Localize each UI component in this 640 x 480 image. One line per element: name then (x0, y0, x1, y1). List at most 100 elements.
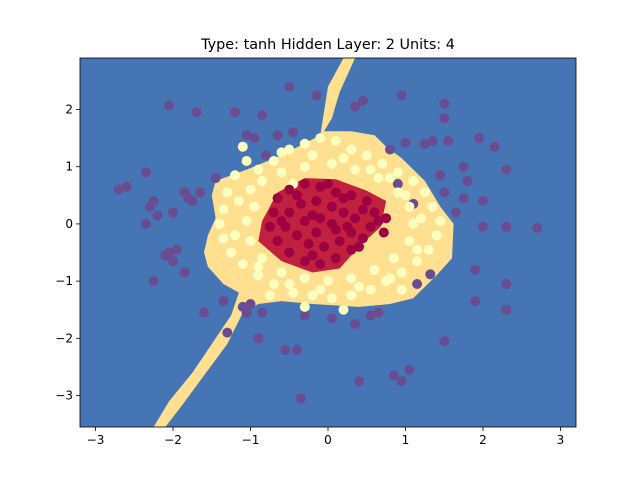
point-outer (311, 90, 322, 101)
axes: −3 −2 −1 0 1 2 3 −3 −2 −1 0 1 2 (55, 57, 577, 447)
point-middle (427, 201, 438, 212)
point-middle (354, 281, 364, 292)
point-outer (392, 178, 403, 189)
point-center (284, 207, 295, 218)
point-outer (179, 267, 190, 278)
point-center (272, 236, 283, 247)
y-tick-label: −2 (55, 331, 73, 345)
point-middle (385, 273, 395, 284)
point-center (342, 221, 353, 232)
point-middle (338, 153, 349, 164)
point-middle (396, 284, 407, 295)
point-outer (439, 336, 450, 347)
point-outer (373, 307, 384, 318)
point-middle (299, 273, 310, 284)
point-outer (253, 333, 264, 344)
point-middle (330, 136, 341, 146)
point-middle (268, 279, 279, 289)
point-middle (257, 176, 268, 186)
point-outer (350, 101, 361, 112)
point-outer (474, 133, 485, 144)
point-center (268, 207, 279, 218)
point-outer (385, 144, 395, 155)
point-middle (245, 236, 256, 247)
point-center (292, 190, 302, 201)
point-outer (439, 113, 450, 124)
point-middle (276, 147, 287, 158)
point-middle (218, 204, 229, 215)
point-center (369, 207, 380, 218)
x-tick-label: 3 (557, 433, 565, 447)
point-middle (307, 150, 318, 161)
point-outer (427, 136, 438, 146)
point-middle (412, 244, 423, 255)
point-center (378, 227, 389, 238)
point-middle (323, 276, 333, 287)
point-outer (450, 207, 461, 218)
point-center (346, 244, 357, 255)
point-center (338, 193, 349, 204)
x-tick-label: 1 (402, 433, 410, 447)
point-middle (365, 284, 376, 295)
plot-area (80, 58, 576, 427)
y-tick-label: 1 (65, 160, 73, 174)
point-center (330, 224, 341, 235)
x-tick-label: −1 (242, 433, 260, 447)
point-middle (264, 290, 275, 301)
point-middle (388, 253, 399, 264)
point-middle (284, 279, 295, 289)
point-outer (458, 193, 469, 204)
point-center (284, 247, 295, 258)
point-middle (419, 187, 430, 198)
point-middle (241, 216, 252, 226)
point-outer (199, 307, 209, 318)
point-middle (237, 141, 248, 152)
point-middle (284, 144, 295, 155)
point-outer (439, 98, 450, 109)
point-outer (470, 264, 481, 275)
point-middle (396, 267, 407, 278)
point-middle (416, 213, 426, 224)
x-tick-label: −2 (164, 433, 182, 447)
point-center (307, 250, 318, 261)
point-outer (280, 344, 291, 355)
point-middle (214, 218, 225, 229)
y-tick-label: 2 (65, 102, 73, 116)
point-center (284, 184, 295, 195)
point-outer (272, 130, 283, 141)
point-outer (257, 110, 268, 121)
point-outer (365, 310, 376, 321)
point-middle (431, 230, 442, 241)
point-middle (404, 201, 415, 212)
point-middle (412, 256, 423, 267)
point-outer (241, 130, 252, 141)
point-center (311, 227, 322, 238)
point-middle (361, 150, 372, 161)
point-outer (478, 221, 488, 232)
point-outer (458, 161, 469, 172)
point-middle (245, 184, 256, 195)
point-center (315, 259, 326, 269)
point-outer (489, 141, 500, 152)
point-middle (268, 156, 279, 166)
point-center (381, 213, 392, 224)
point-center (350, 213, 361, 224)
point-center (365, 221, 376, 232)
point-center (299, 216, 310, 226)
plot-content (80, 58, 576, 427)
point-outer (152, 210, 163, 221)
point-outer (299, 310, 310, 321)
point-outer (470, 296, 481, 307)
point-outer (284, 81, 295, 92)
point-outer (210, 173, 221, 184)
point-outer (148, 276, 159, 287)
point-outer (245, 299, 256, 309)
point-middle (299, 161, 310, 172)
point-center (357, 233, 368, 244)
point-middle (346, 273, 357, 284)
point-center (354, 241, 364, 252)
point-middle (276, 167, 287, 178)
point-center (292, 230, 302, 241)
point-outer (222, 327, 233, 338)
